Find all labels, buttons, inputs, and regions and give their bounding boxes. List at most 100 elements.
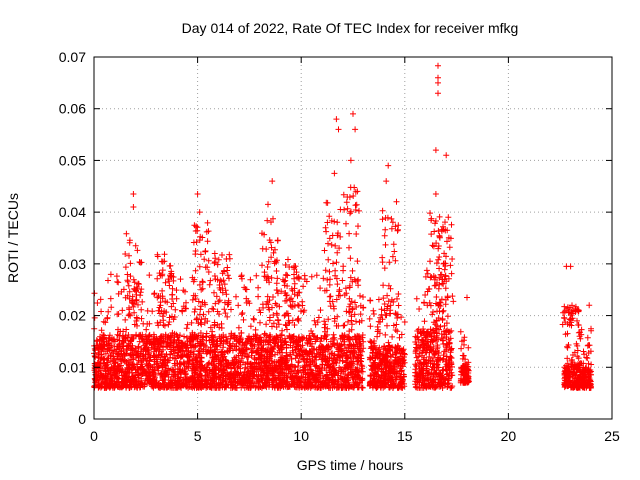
data-point — [429, 242, 436, 249]
data-point — [205, 308, 212, 315]
data-point — [412, 348, 419, 355]
data-point — [339, 357, 346, 364]
data-point — [277, 357, 284, 364]
data-point — [268, 377, 275, 384]
data-point — [294, 301, 301, 308]
data-point — [241, 350, 247, 357]
data-point — [258, 345, 264, 352]
data-point — [143, 369, 150, 376]
data-point — [199, 278, 206, 285]
data-point — [158, 337, 165, 344]
data-point — [379, 216, 386, 223]
data-point — [217, 277, 224, 284]
data-point — [445, 214, 452, 221]
data-point — [303, 362, 310, 369]
data-point — [197, 338, 204, 345]
data-point — [192, 342, 199, 349]
data-point — [156, 270, 163, 277]
data-point — [258, 365, 264, 372]
data-point — [384, 322, 390, 329]
data-point — [359, 363, 366, 370]
data-point — [385, 298, 392, 305]
data-point — [345, 371, 352, 378]
data-point — [134, 350, 141, 357]
data-point — [187, 357, 193, 364]
data-point — [350, 110, 356, 117]
data-point — [372, 363, 379, 370]
data-point — [438, 335, 445, 341]
data-point — [266, 351, 273, 358]
data-point — [91, 364, 98, 371]
data-point — [422, 349, 429, 356]
data-point — [432, 321, 439, 328]
data-point — [397, 384, 404, 391]
data-point — [427, 210, 433, 217]
data-point — [586, 384, 593, 391]
data-point — [223, 256, 230, 262]
data-point — [322, 381, 329, 388]
data-point — [414, 379, 420, 386]
data-point — [378, 382, 385, 389]
data-point — [120, 339, 127, 346]
data-point — [463, 377, 470, 384]
data-point — [317, 352, 324, 359]
data-point — [447, 335, 454, 342]
data-point — [102, 319, 109, 326]
data-point — [325, 256, 332, 263]
data-point — [270, 372, 277, 379]
data-point — [584, 355, 591, 362]
data-point — [308, 369, 315, 376]
data-point — [284, 283, 291, 289]
data-point — [185, 384, 192, 391]
data-point — [167, 340, 174, 346]
data-point — [317, 307, 324, 314]
data-point — [108, 304, 115, 311]
data-point — [578, 326, 585, 333]
data-point — [200, 365, 207, 371]
data-point — [193, 383, 200, 389]
data-point — [130, 204, 137, 210]
data-point — [235, 363, 242, 370]
data-point — [243, 346, 250, 353]
data-point — [343, 347, 350, 354]
data-point — [382, 380, 389, 387]
data-point — [349, 278, 356, 285]
data-point — [324, 358, 330, 365]
data-point — [171, 368, 177, 375]
data-point — [215, 298, 222, 305]
data-point — [256, 361, 263, 368]
data-point — [584, 334, 591, 341]
data-point — [437, 303, 444, 309]
data-point — [166, 282, 173, 289]
data-point — [269, 178, 276, 185]
data-point — [216, 311, 223, 318]
data-point — [156, 384, 163, 391]
data-point — [287, 351, 293, 358]
data-point — [419, 377, 426, 384]
data-point — [443, 371, 450, 378]
data-point — [196, 209, 203, 216]
data-point — [417, 330, 424, 337]
data-point — [122, 264, 129, 271]
data-point — [442, 219, 448, 226]
data-point — [196, 363, 203, 370]
data-point — [390, 241, 397, 248]
data-point — [183, 325, 190, 332]
data-point — [367, 323, 374, 330]
data-point — [388, 215, 395, 222]
data-point — [122, 332, 129, 339]
data-point — [393, 311, 400, 318]
data-point — [169, 285, 176, 292]
data-point — [301, 272, 308, 279]
data-point — [333, 116, 340, 123]
data-point — [127, 273, 134, 280]
data-point — [213, 293, 220, 300]
data-point — [168, 380, 175, 387]
data-point — [436, 275, 443, 281]
data-point — [374, 368, 381, 375]
y-axis-ticks: 00.010.020.030.040.050.060.07 — [59, 49, 612, 427]
data-point — [580, 348, 587, 355]
data-point — [322, 328, 329, 335]
data-point — [199, 279, 206, 286]
data-point — [274, 384, 281, 391]
